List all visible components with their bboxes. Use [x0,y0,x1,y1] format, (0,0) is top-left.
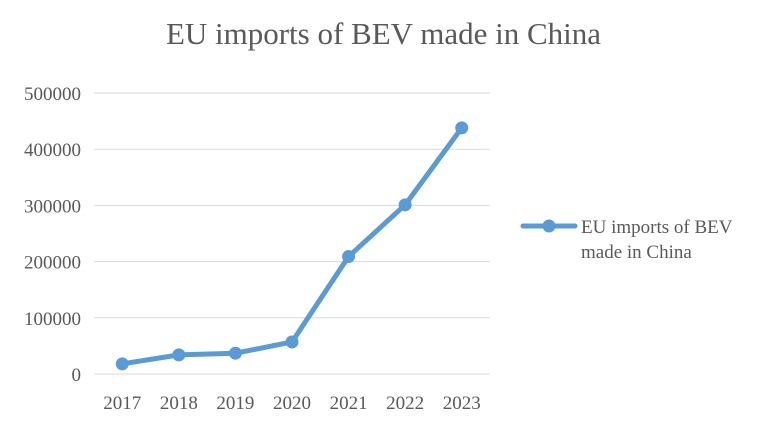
y-tick-label: 300000 [24,196,81,217]
x-tick-label: 2022 [386,393,424,414]
gridlines [94,92,490,375]
x-tick-label: 2017 [103,393,141,414]
data-point [228,346,242,360]
data-point [172,348,186,362]
data-point [115,357,129,371]
x-tick-label: 2023 [443,393,481,414]
data-point [285,335,299,349]
y-tick-label: 200000 [24,253,81,274]
chart-title: EU imports of BEV made in China [165,16,602,51]
y-tick-label: 400000 [24,140,81,161]
y-tick-label: 500000 [24,84,81,105]
series-line [119,125,465,367]
data-point [342,250,356,264]
y-tick-label: 0 [72,365,82,386]
y-axis-tick-labels: 0 100000 200000 300000 400000 500000 [24,84,81,386]
legend-series-label: EU imports of BEV made in China [581,217,733,263]
y-tick-label: 100000 [24,309,81,330]
x-tick-label: 2018 [160,393,198,414]
x-tick-label: 2019 [216,393,254,414]
legend-marker [520,219,578,233]
x-tick-label: 2020 [273,393,311,414]
x-axis-tick-labels: 2017 2018 2019 2020 2021 2022 2023 [103,393,480,414]
legend-point [542,219,556,233]
data-point [398,198,412,212]
x-tick-label: 2021 [330,393,368,414]
series-layer [115,121,469,371]
data-point [455,121,469,135]
